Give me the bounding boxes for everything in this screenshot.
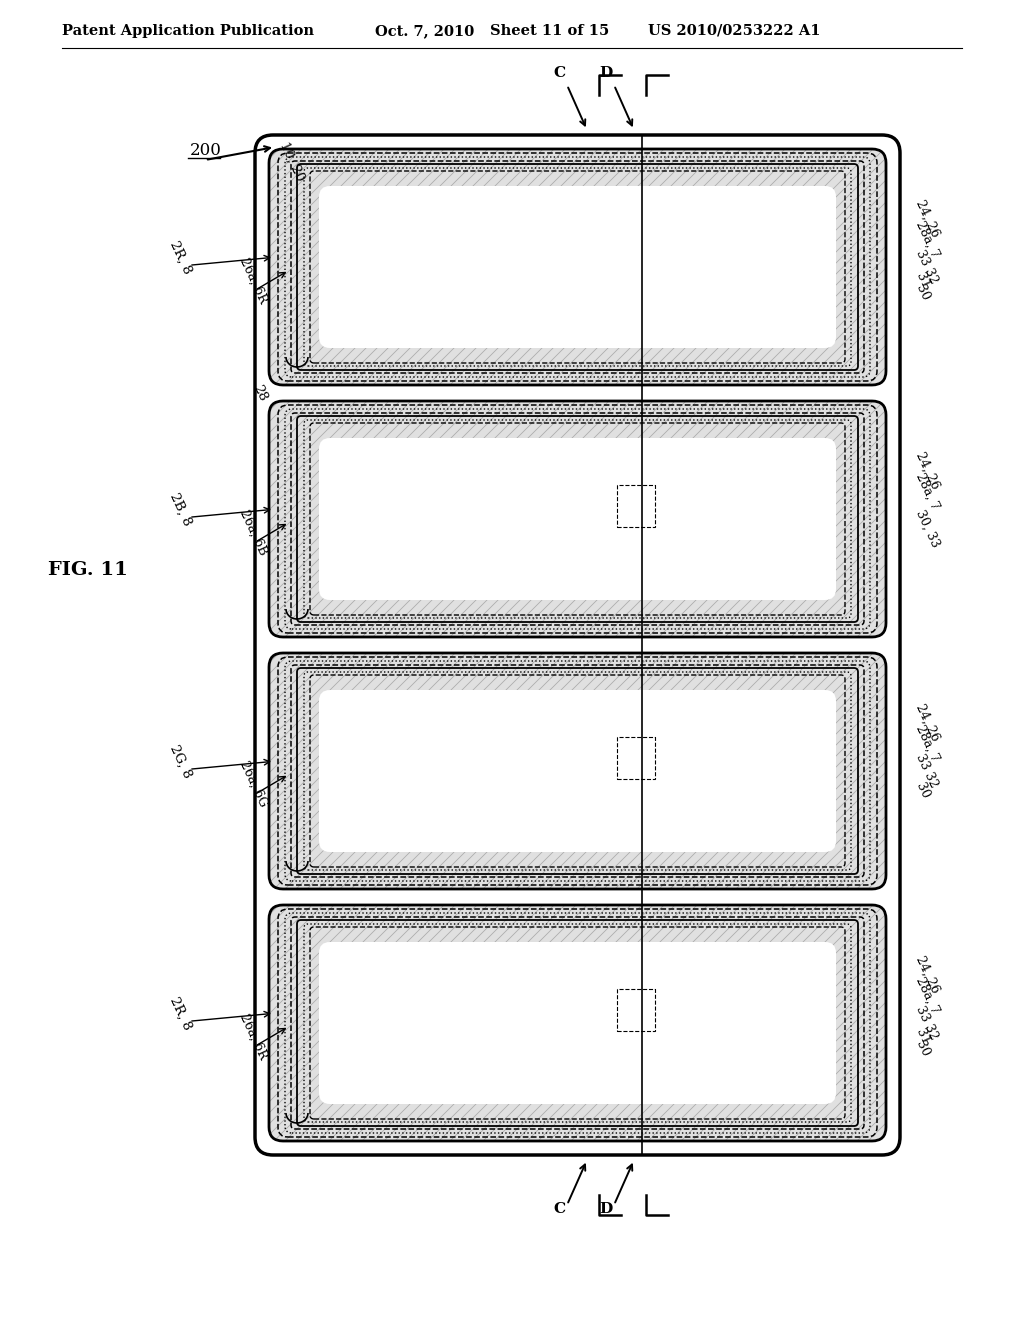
- Text: 26a, 6G: 26a, 6G: [237, 759, 269, 809]
- Text: lYG: lYG: [637, 742, 659, 755]
- Text: 28a, 7: 28a, 7: [913, 722, 941, 763]
- Text: 2B, 8: 2B, 8: [167, 491, 194, 528]
- FancyBboxPatch shape: [269, 653, 886, 888]
- Text: 24, 26: 24, 26: [913, 702, 941, 743]
- Text: Sheet 11 of 15: Sheet 11 of 15: [490, 24, 609, 38]
- FancyBboxPatch shape: [269, 401, 886, 638]
- Text: lYB: lYB: [637, 491, 658, 503]
- Text: 28: 28: [250, 383, 269, 404]
- Text: 2G, 8: 2G, 8: [167, 743, 194, 780]
- Text: 33 32: 33 32: [913, 752, 940, 789]
- Text: 30: 30: [913, 282, 932, 304]
- Text: lYR: lYR: [637, 994, 658, 1007]
- Text: 33 32: 33 32: [913, 248, 940, 286]
- Text: D: D: [599, 66, 612, 81]
- Text: 30: 30: [913, 1039, 932, 1059]
- Text: 31: 31: [913, 1027, 932, 1047]
- Text: 30: 30: [913, 781, 932, 801]
- Text: 24, 26: 24, 26: [913, 198, 941, 240]
- Text: 31: 31: [913, 271, 932, 290]
- Text: 2R, 8: 2R, 8: [167, 994, 194, 1032]
- Text: FIG. 11: FIG. 11: [48, 561, 128, 579]
- Text: 26a, 6R: 26a, 6R: [237, 1011, 269, 1061]
- Text: C: C: [553, 1203, 565, 1216]
- Text: 24, 26: 24, 26: [913, 954, 941, 995]
- Text: D: D: [599, 1203, 612, 1216]
- FancyBboxPatch shape: [255, 135, 900, 1155]
- Text: 26a, 6R: 26a, 6R: [237, 256, 269, 305]
- FancyBboxPatch shape: [319, 186, 836, 348]
- Text: 28a, 7: 28a, 7: [913, 470, 941, 511]
- Text: Oct. 7, 2010: Oct. 7, 2010: [375, 24, 474, 38]
- Bar: [617, 989, 655, 1031]
- FancyBboxPatch shape: [319, 690, 836, 851]
- Text: Patent Application Publication: Patent Application Publication: [62, 24, 314, 38]
- Bar: [617, 737, 655, 779]
- Text: 28a, 7: 28a, 7: [913, 219, 941, 260]
- Text: 24, 26: 24, 26: [913, 450, 941, 492]
- Text: 33 32: 33 32: [913, 1005, 940, 1041]
- Bar: [617, 484, 655, 527]
- Text: 10, 20: 10, 20: [278, 140, 306, 183]
- Text: 28a, 7: 28a, 7: [913, 974, 941, 1015]
- FancyBboxPatch shape: [269, 906, 886, 1140]
- FancyBboxPatch shape: [319, 942, 836, 1104]
- FancyBboxPatch shape: [319, 438, 836, 601]
- Text: 30, 33: 30, 33: [913, 508, 942, 550]
- FancyBboxPatch shape: [269, 149, 886, 385]
- Text: 200: 200: [190, 143, 222, 158]
- Text: C: C: [553, 66, 565, 81]
- Text: 26a, 6B: 26a, 6B: [237, 508, 269, 557]
- Text: 2R, 8: 2R, 8: [167, 239, 194, 276]
- Text: US 2010/0253222 A1: US 2010/0253222 A1: [648, 24, 820, 38]
